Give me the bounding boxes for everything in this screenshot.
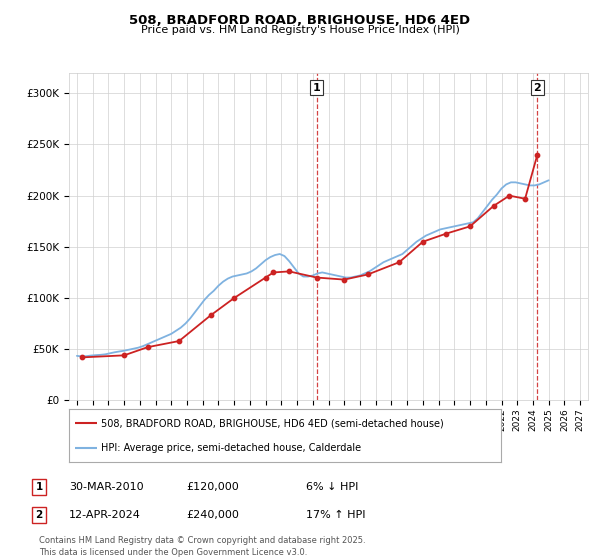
Text: 2: 2 (35, 510, 43, 520)
Point (229, 293, 239, 302)
Point (312, 273, 322, 282)
Text: 1: 1 (35, 482, 43, 492)
Text: Contains HM Land Registry data © Crown copyright and database right 2025.
This d: Contains HM Land Registry data © Crown c… (39, 536, 365, 557)
Text: 508, BRADFORD ROAD, BRIGHOUSE, HD6 4ED: 508, BRADFORD ROAD, BRIGHOUSE, HD6 4ED (130, 14, 470, 27)
Text: 17% ↑ HPI: 17% ↑ HPI (306, 510, 365, 520)
Point (394, 258, 404, 267)
Point (174, 337, 184, 346)
Text: Price paid vs. HM Land Registry's House Price Index (HPI): Price paid vs. HM Land Registry's House … (140, 25, 460, 35)
Point (340, 275, 349, 284)
Point (489, 202, 499, 211)
Text: 6% ↓ HPI: 6% ↓ HPI (306, 482, 358, 492)
Text: 30-MAR-2010: 30-MAR-2010 (69, 482, 143, 492)
Text: 508, BRADFORD ROAD, BRIGHOUSE, HD6 4ED (semi-detached house): 508, BRADFORD ROAD, BRIGHOUSE, HD6 4ED (… (101, 418, 444, 428)
Point (77, 353, 86, 362)
Text: 2: 2 (533, 83, 541, 92)
Point (206, 311, 215, 320)
Point (418, 237, 428, 246)
Point (261, 273, 271, 282)
Point (465, 222, 475, 231)
Text: £240,000: £240,000 (186, 510, 239, 520)
Point (119, 351, 129, 360)
Text: £120,000: £120,000 (186, 482, 239, 492)
Point (143, 343, 152, 352)
Point (269, 268, 278, 277)
Text: HPI: Average price, semi-detached house, Calderdale: HPI: Average price, semi-detached house,… (101, 442, 362, 452)
Point (284, 267, 294, 276)
Point (505, 191, 514, 200)
Text: 1: 1 (313, 83, 320, 92)
Text: 12-APR-2024: 12-APR-2024 (69, 510, 141, 520)
Point (442, 229, 451, 238)
Point (533, 150, 542, 159)
Point (363, 270, 373, 279)
Point (520, 194, 530, 203)
